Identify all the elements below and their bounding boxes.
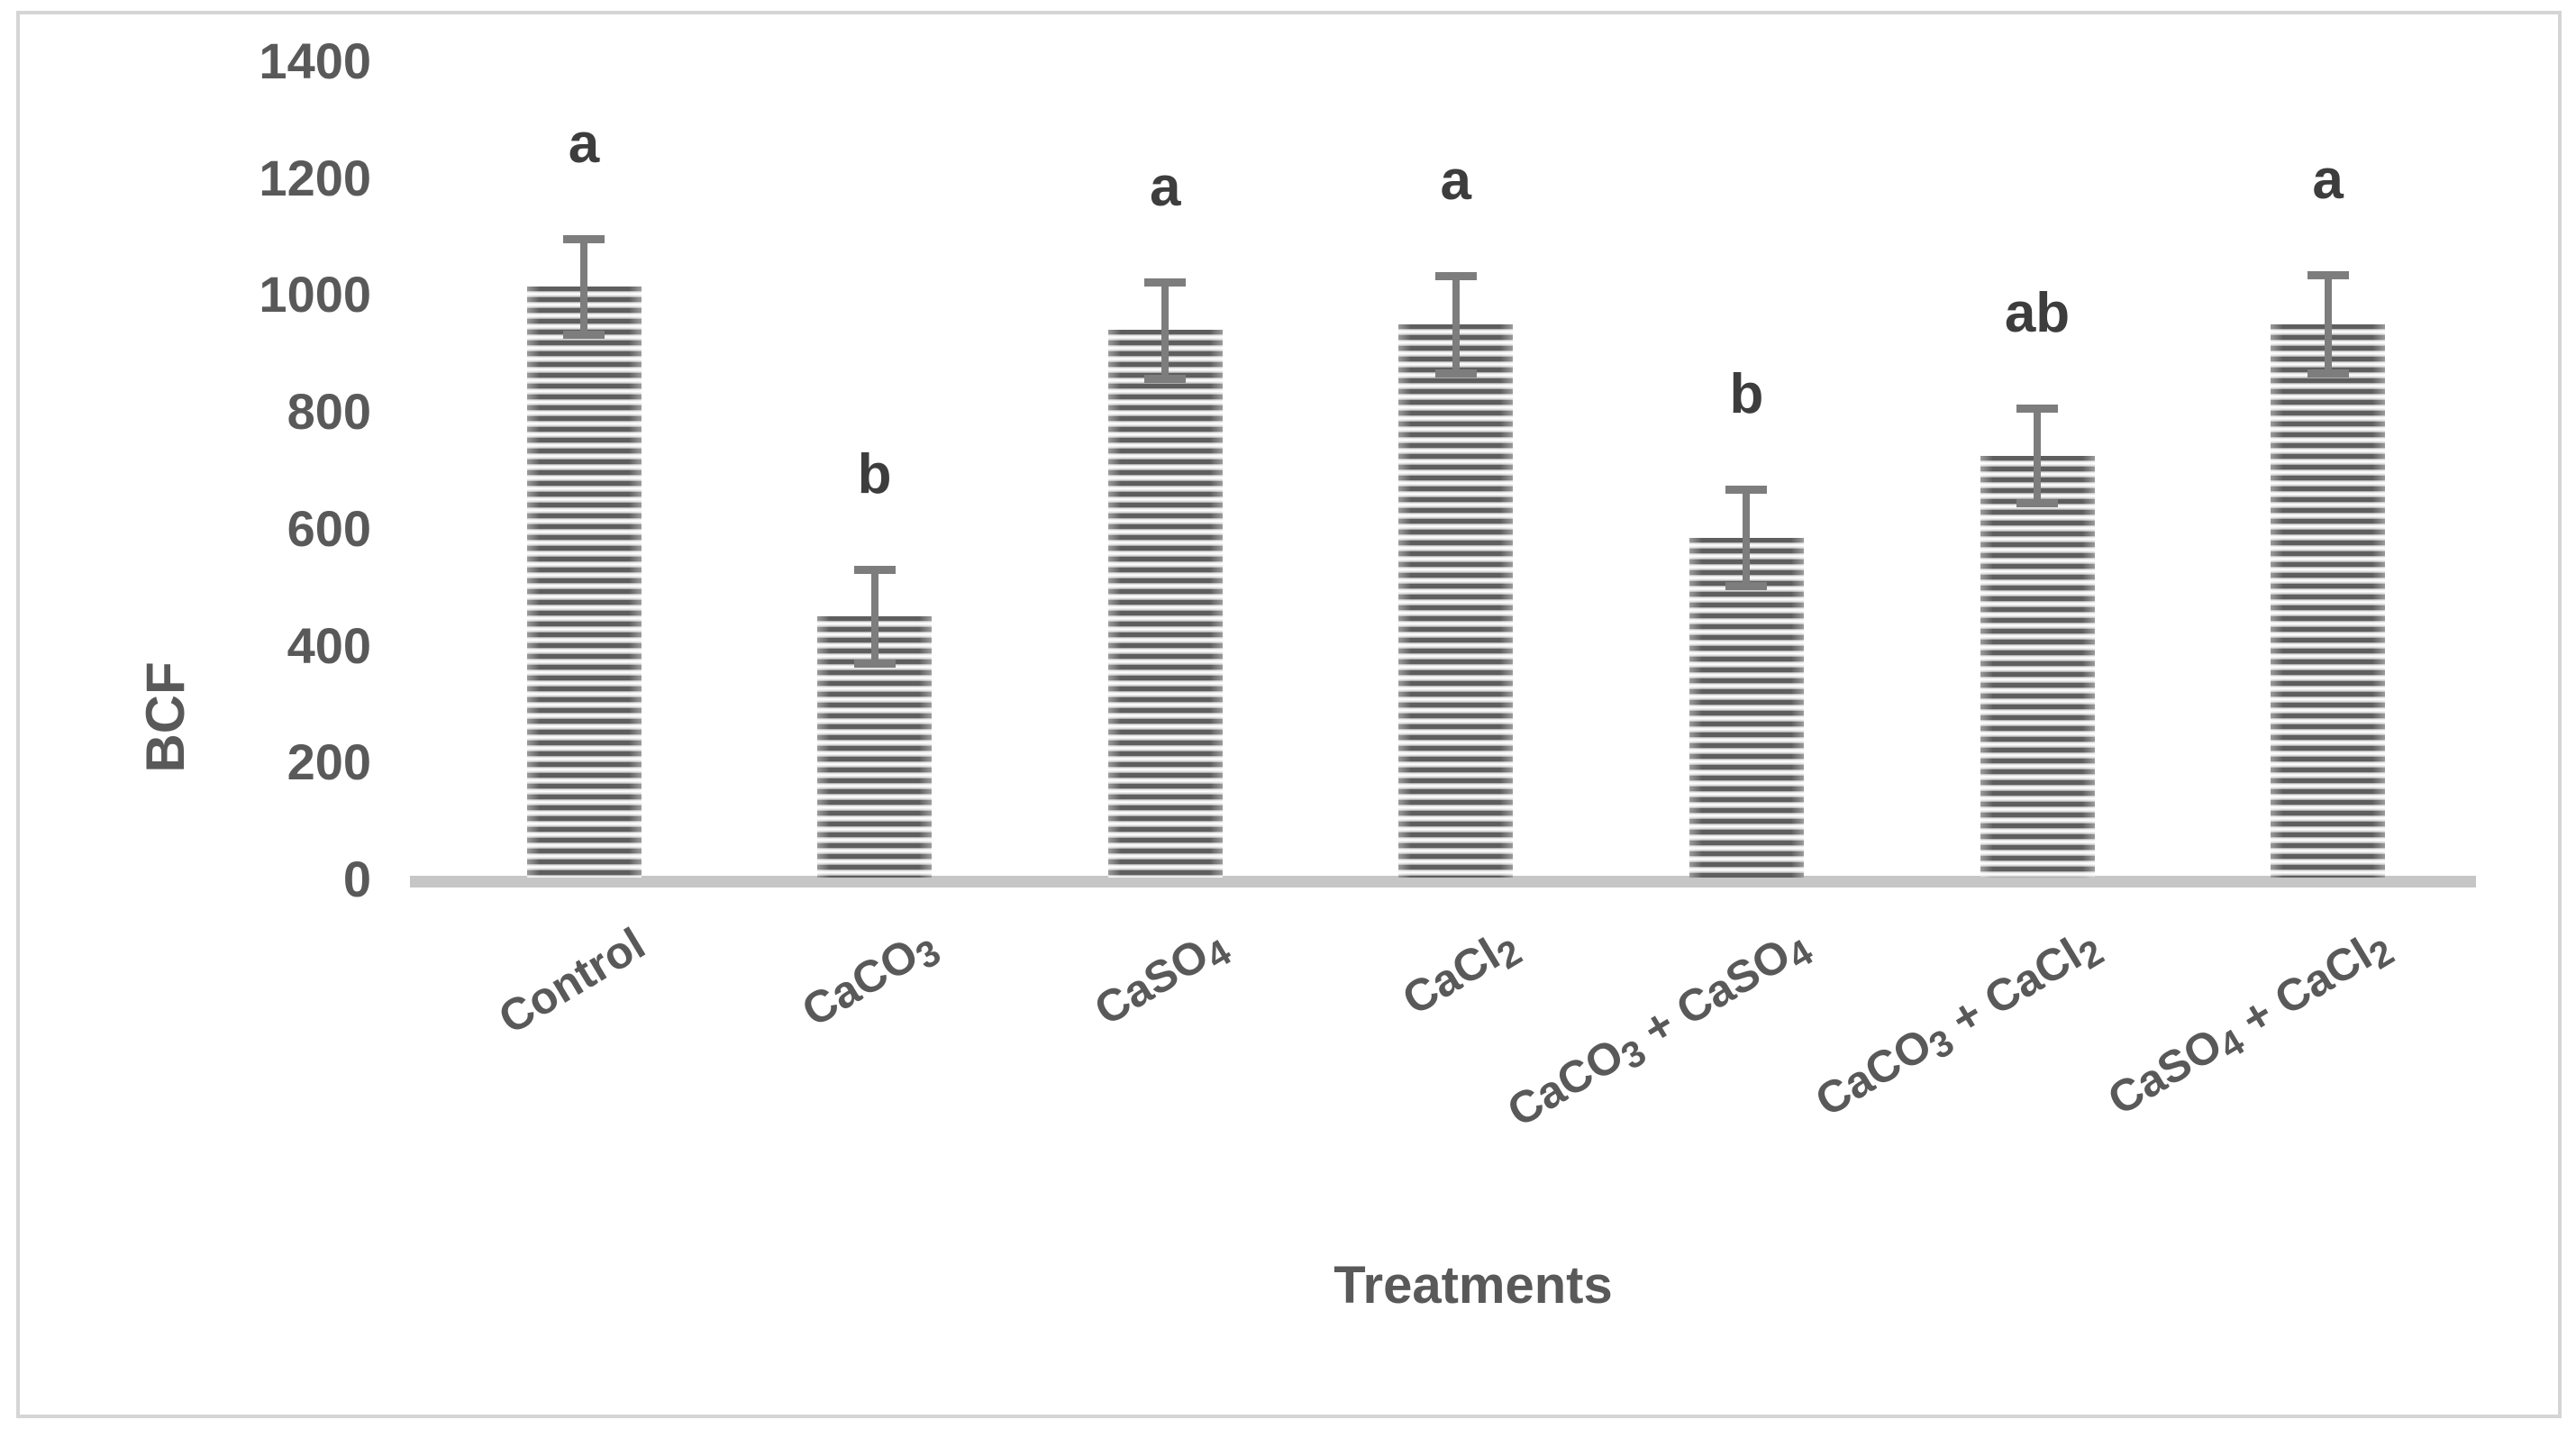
error-bar-top-cap [2016, 405, 2058, 414]
significance-letter: b [857, 443, 892, 506]
error-bar-bottom-cap [1144, 374, 1187, 383]
y-tick-label: 200 [287, 733, 371, 791]
y-tick-label: 400 [287, 616, 371, 674]
bar [1689, 537, 1804, 878]
y-tick-label: 1200 [259, 149, 371, 206]
y-tick-label: 600 [287, 499, 371, 557]
bar [1107, 330, 1223, 878]
x-axis-title: Treatments [1334, 1256, 1613, 1315]
error-bar-bottom-cap [1725, 581, 1768, 590]
error-bar-top-cap [563, 234, 605, 243]
error-bar-top-cap [853, 566, 896, 575]
error-bar-top-cap [1725, 486, 1768, 495]
x-axis-line [410, 876, 2476, 887]
bar [526, 286, 642, 878]
significance-letter: a [2312, 149, 2344, 212]
error-bar [2034, 408, 2041, 504]
significance-letter: a [568, 112, 600, 175]
error-bar [2324, 275, 2332, 374]
subscript-digit: 4 [2212, 1021, 2252, 1068]
y-tick-label: 800 [287, 383, 371, 441]
error-bar [580, 238, 587, 334]
error-bar [870, 569, 878, 664]
significance-letter: a [1149, 156, 1181, 219]
error-bar-top-cap [2307, 271, 2349, 280]
error-bar-bottom-cap [2307, 369, 2349, 378]
error-bar-top-cap [1144, 278, 1187, 287]
y-tick-label: 1400 [259, 32, 371, 89]
y-tick-label: 0 [342, 851, 371, 907]
subscript-digit: 3 [1614, 1031, 1653, 1078]
bar [1398, 323, 1514, 878]
significance-letter: b [1729, 363, 1764, 426]
chart-border [16, 11, 2562, 1418]
error-bar-bottom-cap [563, 330, 605, 339]
y-axis-title: BCF [135, 661, 196, 773]
error-bar [1743, 489, 1751, 586]
significance-letter: ab [2004, 282, 2071, 345]
significance-letter: a [1440, 150, 1472, 213]
bar [1980, 455, 2095, 878]
error-bar-bottom-cap [1434, 369, 1477, 378]
subscript-digit: 3 [1921, 1021, 1961, 1068]
error-bar [1452, 276, 1460, 373]
error-bar-bottom-cap [2016, 499, 2058, 508]
y-tick-label: 1000 [259, 266, 371, 323]
error-bar-bottom-cap [853, 660, 896, 669]
error-bar-top-cap [1434, 272, 1477, 281]
bar [2271, 323, 2386, 878]
error-bar [1161, 282, 1170, 378]
